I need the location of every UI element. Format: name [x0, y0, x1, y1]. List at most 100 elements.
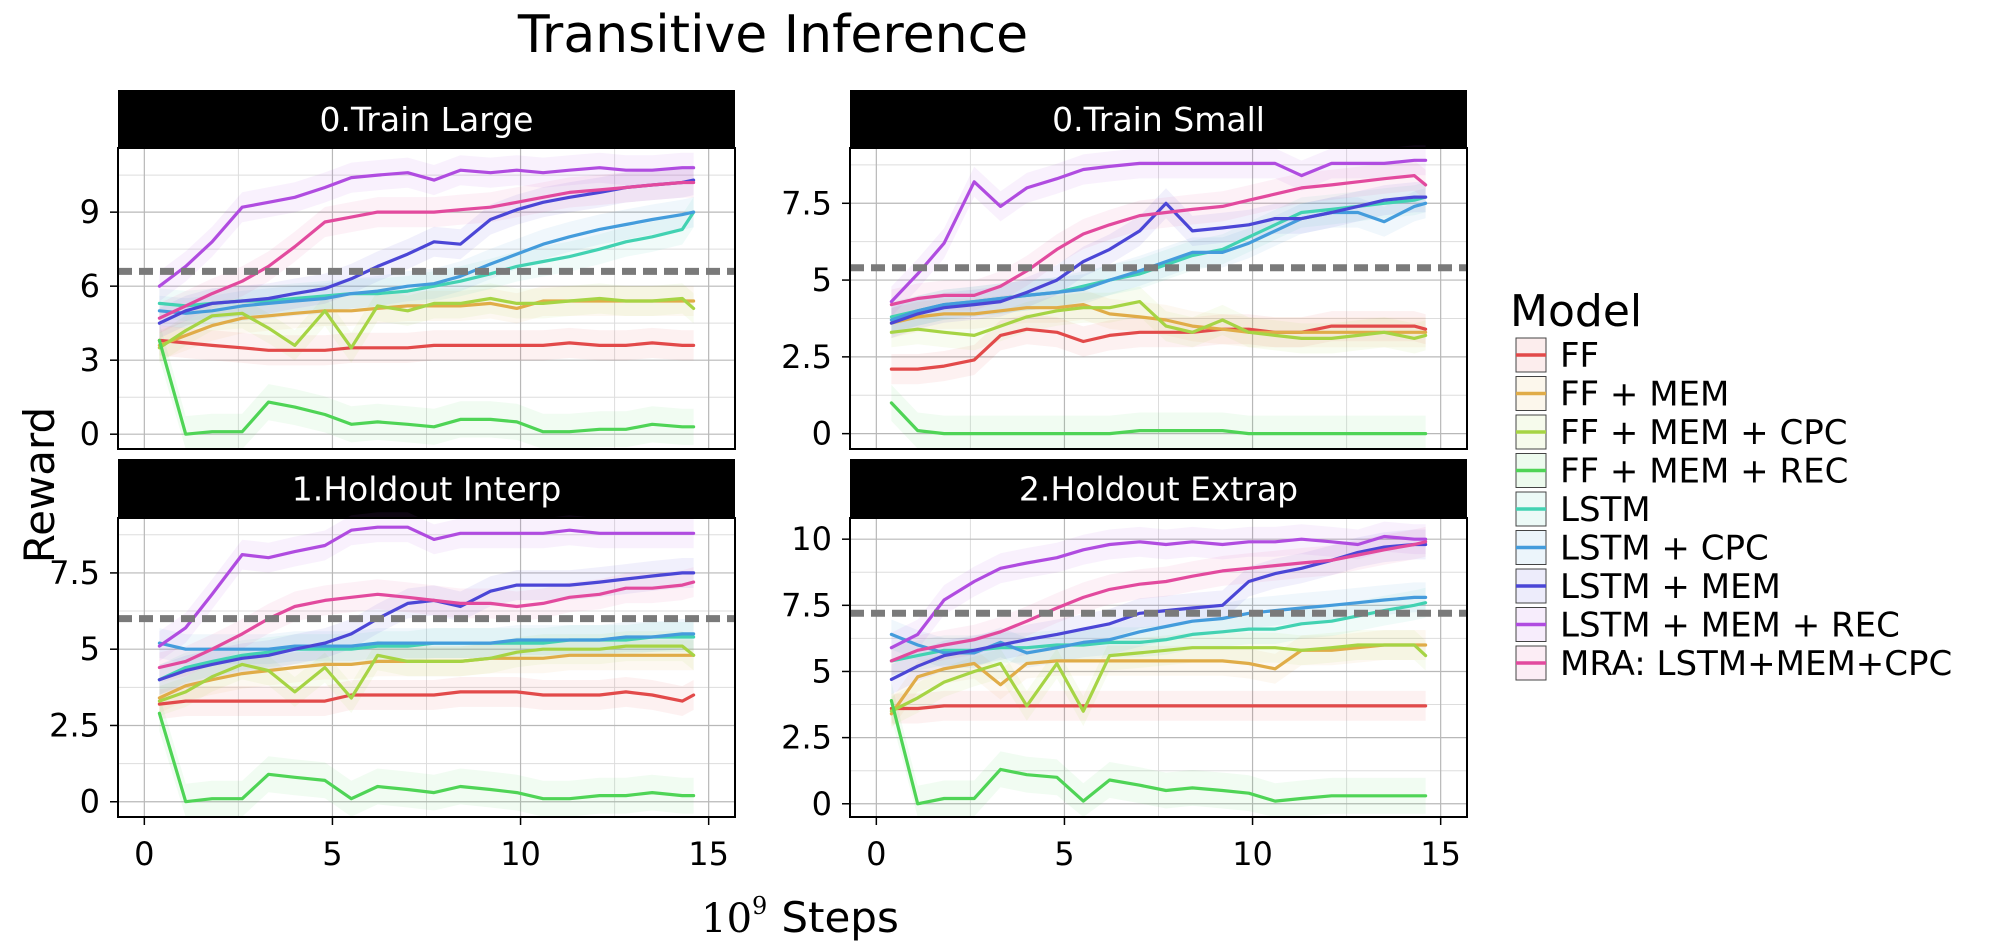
legend-label: LSTM + MEM [1560, 567, 1781, 607]
legend-entry-mra-lstm-mem-cpc: MRA: LSTM+MEM+CPC [1515, 644, 1952, 684]
legend-entry-lstm-cpc: LSTM + CPC [1515, 529, 1769, 569]
series-line-mra-lstm-mem-cpc [157, 180, 696, 320]
series-line-lstm-mem [889, 195, 1428, 325]
band-ff-mem-rec [159, 322, 694, 449]
series-line-ff [157, 690, 696, 706]
legend-label: LSTM + CPC [1560, 529, 1769, 569]
series-line-ff-mem-rec [889, 698, 1428, 806]
band-mra-lstm-mem-cpc [891, 160, 1426, 320]
y-axis-label: Reward [15, 407, 64, 563]
plot-frame [117, 517, 736, 818]
chart-title: Transitive Inference [517, 5, 1028, 65]
y-tick-label: 5 [80, 630, 100, 668]
band-ff-mem-rec [159, 695, 694, 817]
panel-strip-label: 2.Holdout Extrap [1019, 470, 1298, 509]
x-tick-label: 0 [134, 835, 154, 873]
series-line-ff-mem-cpc [157, 644, 696, 703]
x-axis-label-exponent: 9 [752, 892, 767, 920]
series-line-ff [889, 324, 1428, 371]
legend-entry-lstm-mem: LSTM + MEM [1515, 567, 1781, 607]
series-line-ff-mem [889, 303, 1428, 334]
y-tick-label: 0 [80, 415, 100, 453]
panel-strip-label: 1.Holdout Interp [292, 470, 562, 509]
series-line-mra-lstm-mem-cpc [889, 174, 1428, 307]
plot-frame [849, 517, 1468, 818]
band-ff [159, 677, 694, 720]
series-line-mra-lstm-mem-cpc [889, 540, 1428, 663]
legend-entry-lstm-mem-rec: LSTM + MEM + REC [1515, 606, 1900, 646]
legend-label: LSTM [1560, 490, 1651, 530]
band-lstm-cpc [891, 188, 1426, 336]
legend-label: FF + MEM [1560, 375, 1729, 415]
series-line-lstm-cpc [157, 632, 696, 651]
panel-strip [118, 459, 735, 518]
legend-label: LSTM + MEM + REC [1560, 606, 1900, 646]
legend-entry-ff-mem-cpc: FF + MEM + CPC [1515, 413, 1847, 453]
x-tick-label: 5 [322, 835, 342, 873]
band-mra-lstm-mem-cpc [159, 567, 694, 683]
panel-strip-label: 0.Train Large [319, 100, 533, 139]
series-line-ff-mem-cpc [889, 643, 1428, 713]
x-tick-label: 0 [866, 835, 886, 873]
series-line-lstm-mem-rec [889, 534, 1428, 650]
band-ff-mem [159, 640, 694, 713]
series-lines [157, 166, 696, 436]
series-line-lstm-cpc [157, 210, 696, 315]
facet-panels: 0.Train Large 0 3 6 9 0.Train Small 0 2.5 5 7.5 1.… [49, 90, 1468, 873]
panel-strip-label: 0.Train Small [1052, 100, 1265, 139]
panel-2-holdout-extrap: 2.Holdout Extrap 0 2.5 5 7.5 10 0 5 10 15 [781, 459, 1468, 873]
y-tick-label: 0 [80, 783, 100, 821]
y-tick-label: 2.5 [49, 706, 100, 744]
series-line-lstm-mem-rec [157, 166, 696, 288]
x-axis-label-base: 10 [701, 896, 752, 942]
band-lstm-mem-rec [159, 512, 694, 662]
y-tick-label: 0 [812, 415, 832, 453]
legend-entry-ff: FF [1515, 336, 1599, 376]
legend-label: FF [1560, 336, 1599, 376]
x-tick-label: 5 [1054, 835, 1074, 873]
series-line-lstm-mem-rec [889, 158, 1428, 304]
series-lines [157, 525, 696, 804]
series-line-ff [157, 338, 696, 352]
band-lstm-mem-rec [891, 521, 1426, 663]
band-lstm-mem [159, 558, 694, 695]
band-ff-mem-rec [891, 682, 1426, 817]
y-tick-label: 2.5 [781, 338, 832, 376]
series-line-ff-mem-rec [157, 338, 696, 436]
series-line-lstm-mem-rec [157, 525, 696, 648]
legend-label: MRA: LSTM+MEM+CPC [1560, 644, 1952, 684]
x-tick-label: 15 [688, 835, 729, 873]
x-axis-label: 109 Steps [701, 892, 899, 942]
panel-0-train-small: 0.Train Small 0 2.5 5 7.5 [781, 90, 1468, 453]
series-line-ff-mem-rec [889, 401, 1428, 436]
y-tick-label: 7.5 [49, 554, 100, 592]
x-tick-label: 10 [1232, 835, 1273, 873]
series-line-lstm-cpc [889, 201, 1428, 322]
y-tick-label: 6 [80, 267, 100, 305]
plot-frame [849, 147, 1468, 450]
series-line-ff-mem [889, 643, 1428, 716]
series-line-ff-mem-cpc [157, 296, 696, 350]
legend-label: FF + MEM + REC [1560, 452, 1848, 492]
y-tick-label: 3 [80, 341, 100, 379]
band-lstm-mem-rec [159, 152, 694, 302]
legend-entry-ff-mem: FF + MEM [1515, 375, 1729, 415]
series-line-ff-mem-cpc [889, 300, 1428, 340]
band-lstm-cpc [159, 197, 694, 329]
y-tick-label: 7.5 [781, 184, 832, 222]
y-tick-label: 10 [791, 520, 832, 558]
series-line-ff-mem-rec [157, 711, 696, 804]
legend-title: Model [1510, 286, 1642, 337]
series-line-mra-lstm-mem-cpc [157, 580, 696, 670]
plot-frame [117, 147, 736, 450]
panel-0-train-large: 0.Train Large 0 3 6 9 [80, 90, 736, 453]
panel-strip [850, 90, 1467, 148]
y-tick-label: 5 [812, 652, 832, 690]
y-tick-label: 9 [80, 193, 100, 231]
y-tick-label: 2.5 [781, 719, 832, 757]
series-lines [889, 158, 1428, 436]
band-lstm-mem [891, 182, 1426, 339]
panel-strip [118, 90, 735, 148]
